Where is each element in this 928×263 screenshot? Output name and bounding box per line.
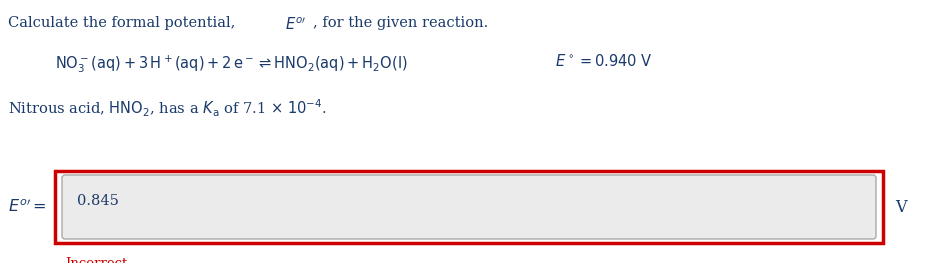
Text: $E^\circ = 0.940\ \mathrm{V}$: $E^\circ = 0.940\ \mathrm{V}$ xyxy=(554,53,652,69)
Text: 0.845: 0.845 xyxy=(77,194,119,208)
Text: Nitrous acid, $\mathrm{HNO_2}$, has a $K_\mathrm{a}$ of 7.1 $\times$ $10^{-4}$.: Nitrous acid, $\mathrm{HNO_2}$, has a $K… xyxy=(8,98,327,119)
FancyBboxPatch shape xyxy=(62,175,875,239)
Bar xyxy=(55,171,882,243)
Text: $E^{o\prime}$: $E^{o\prime}$ xyxy=(285,16,306,33)
Text: $E^{o\prime} =$: $E^{o\prime} =$ xyxy=(8,198,46,216)
Text: Incorrect: Incorrect xyxy=(65,257,127,263)
Text: Calculate the formal potential,: Calculate the formal potential, xyxy=(8,16,239,30)
Text: V: V xyxy=(894,199,906,215)
Text: , for the given reaction.: , for the given reaction. xyxy=(313,16,488,30)
Text: $\mathrm{NO_3^-(aq) + 3\,H^+(aq) + 2\,e^- \rightleftharpoons HNO_2(aq) + H_2O(l): $\mathrm{NO_3^-(aq) + 3\,H^+(aq) + 2\,e^… xyxy=(55,53,407,75)
